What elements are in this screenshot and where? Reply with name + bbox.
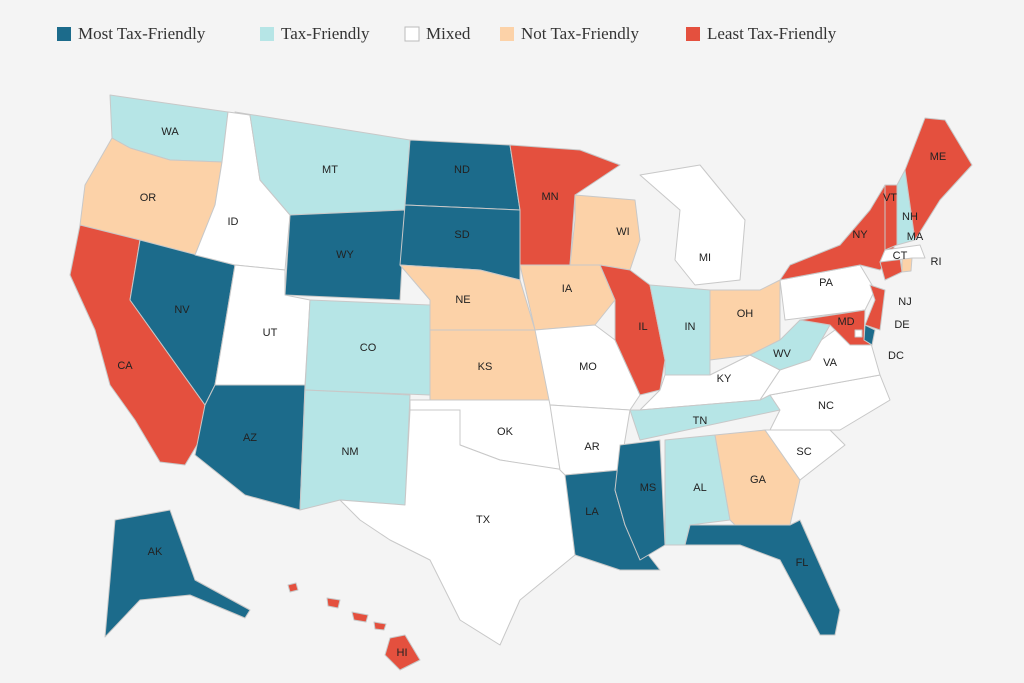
state bbox=[684, 519, 841, 636]
state-label: MD bbox=[837, 316, 854, 328]
state-shape bbox=[194, 384, 306, 511]
states bbox=[69, 94, 973, 671]
state-label: HI bbox=[397, 647, 408, 659]
state-label: LA bbox=[585, 506, 599, 518]
state bbox=[614, 439, 666, 561]
state-label: NY bbox=[852, 229, 868, 241]
state-label: TN bbox=[693, 415, 708, 427]
legend-swatch bbox=[500, 27, 514, 41]
state bbox=[104, 509, 251, 638]
state-label: MS bbox=[640, 482, 657, 494]
state-shape bbox=[326, 597, 341, 609]
state-label: VT bbox=[883, 192, 897, 204]
state bbox=[639, 164, 746, 286]
state-label: WI bbox=[616, 226, 629, 238]
state-label: UT bbox=[263, 327, 278, 339]
state bbox=[864, 284, 886, 331]
state-label: ME bbox=[930, 151, 947, 163]
state bbox=[284, 209, 406, 301]
state-label: CO bbox=[360, 342, 377, 354]
state-shape bbox=[104, 509, 251, 638]
state-label: NJ bbox=[898, 296, 911, 308]
state bbox=[287, 582, 421, 671]
state-label: TX bbox=[476, 514, 491, 526]
state-label: NC bbox=[818, 400, 834, 412]
state-label: SC bbox=[796, 446, 811, 458]
state-label: FL bbox=[796, 557, 809, 569]
state bbox=[854, 329, 863, 338]
state-shape bbox=[779, 184, 896, 281]
state-label: VA bbox=[823, 357, 838, 369]
state-label: WV bbox=[773, 348, 791, 360]
state-shape bbox=[509, 144, 621, 266]
legend-swatch bbox=[404, 26, 420, 42]
state-shape bbox=[351, 611, 369, 623]
state-label: MA bbox=[907, 231, 924, 243]
state-label: PA bbox=[819, 277, 834, 289]
state-label: ID bbox=[228, 216, 239, 228]
state-label: DC bbox=[888, 350, 904, 362]
state-labels: WA OR CA NV ID MT WY UT AZ CO NM ND SD NE KS OK TX MN IA MO… bbox=[117, 126, 946, 659]
state-label: OH bbox=[737, 308, 754, 320]
state-shape bbox=[639, 164, 746, 286]
state bbox=[519, 264, 616, 331]
state-shape bbox=[879, 244, 926, 263]
state-label: OR bbox=[140, 192, 157, 204]
state-shape bbox=[519, 264, 616, 331]
state-label: GA bbox=[750, 474, 767, 486]
state-label: KY bbox=[717, 373, 732, 385]
state-label: AZ bbox=[243, 432, 257, 444]
state-shape bbox=[384, 634, 421, 671]
state-shape bbox=[854, 329, 863, 338]
legend: Most Tax-Friendly Tax-Friendly Mixed Not Ta… bbox=[57, 24, 837, 43]
state-label: IN bbox=[685, 321, 696, 333]
legend-label: Most Tax-Friendly bbox=[78, 24, 206, 43]
state-shape bbox=[904, 117, 973, 241]
state-label: RI bbox=[931, 256, 942, 268]
state-label: CT bbox=[893, 250, 908, 262]
state-label: OK bbox=[497, 426, 514, 438]
state-shape bbox=[614, 439, 666, 561]
state-label: WY bbox=[336, 249, 354, 261]
state-label: MO bbox=[579, 361, 597, 373]
state-label: MN bbox=[541, 191, 558, 203]
state-label: NH bbox=[902, 211, 918, 223]
legend-swatch bbox=[686, 27, 700, 41]
state-label: AK bbox=[148, 546, 163, 558]
state-label: MT bbox=[322, 164, 338, 176]
state-label: MI bbox=[699, 252, 711, 264]
legend-label: Tax-Friendly bbox=[281, 24, 370, 43]
state-label: IA bbox=[562, 283, 573, 295]
state-label: WA bbox=[161, 126, 179, 138]
state bbox=[509, 144, 621, 266]
state bbox=[799, 309, 873, 346]
legend-swatch bbox=[260, 27, 274, 41]
state-shape bbox=[287, 582, 299, 593]
state-label: AL bbox=[693, 482, 706, 494]
state-shape bbox=[373, 621, 387, 631]
state bbox=[904, 117, 973, 241]
legend-label: Least Tax-Friendly bbox=[707, 24, 837, 43]
state-shape bbox=[284, 209, 406, 301]
state-shape bbox=[799, 309, 873, 346]
state-label: NE bbox=[455, 294, 470, 306]
legend-label: Not Tax-Friendly bbox=[521, 24, 639, 43]
state-label: KS bbox=[478, 361, 493, 373]
state bbox=[779, 184, 896, 281]
legend-label: Mixed bbox=[426, 24, 471, 43]
state bbox=[879, 244, 926, 263]
state-label: DE bbox=[894, 319, 909, 331]
state-label: CA bbox=[117, 360, 133, 372]
state-shape bbox=[864, 284, 886, 331]
legend-swatch bbox=[57, 27, 71, 41]
state-label: IL bbox=[638, 321, 647, 333]
state bbox=[194, 384, 306, 511]
state-shape bbox=[684, 519, 841, 636]
state-label: NM bbox=[341, 446, 358, 458]
state-label: ND bbox=[454, 164, 470, 176]
state-label: SD bbox=[454, 229, 469, 241]
state-label: AR bbox=[584, 441, 599, 453]
state-label: NV bbox=[174, 304, 190, 316]
